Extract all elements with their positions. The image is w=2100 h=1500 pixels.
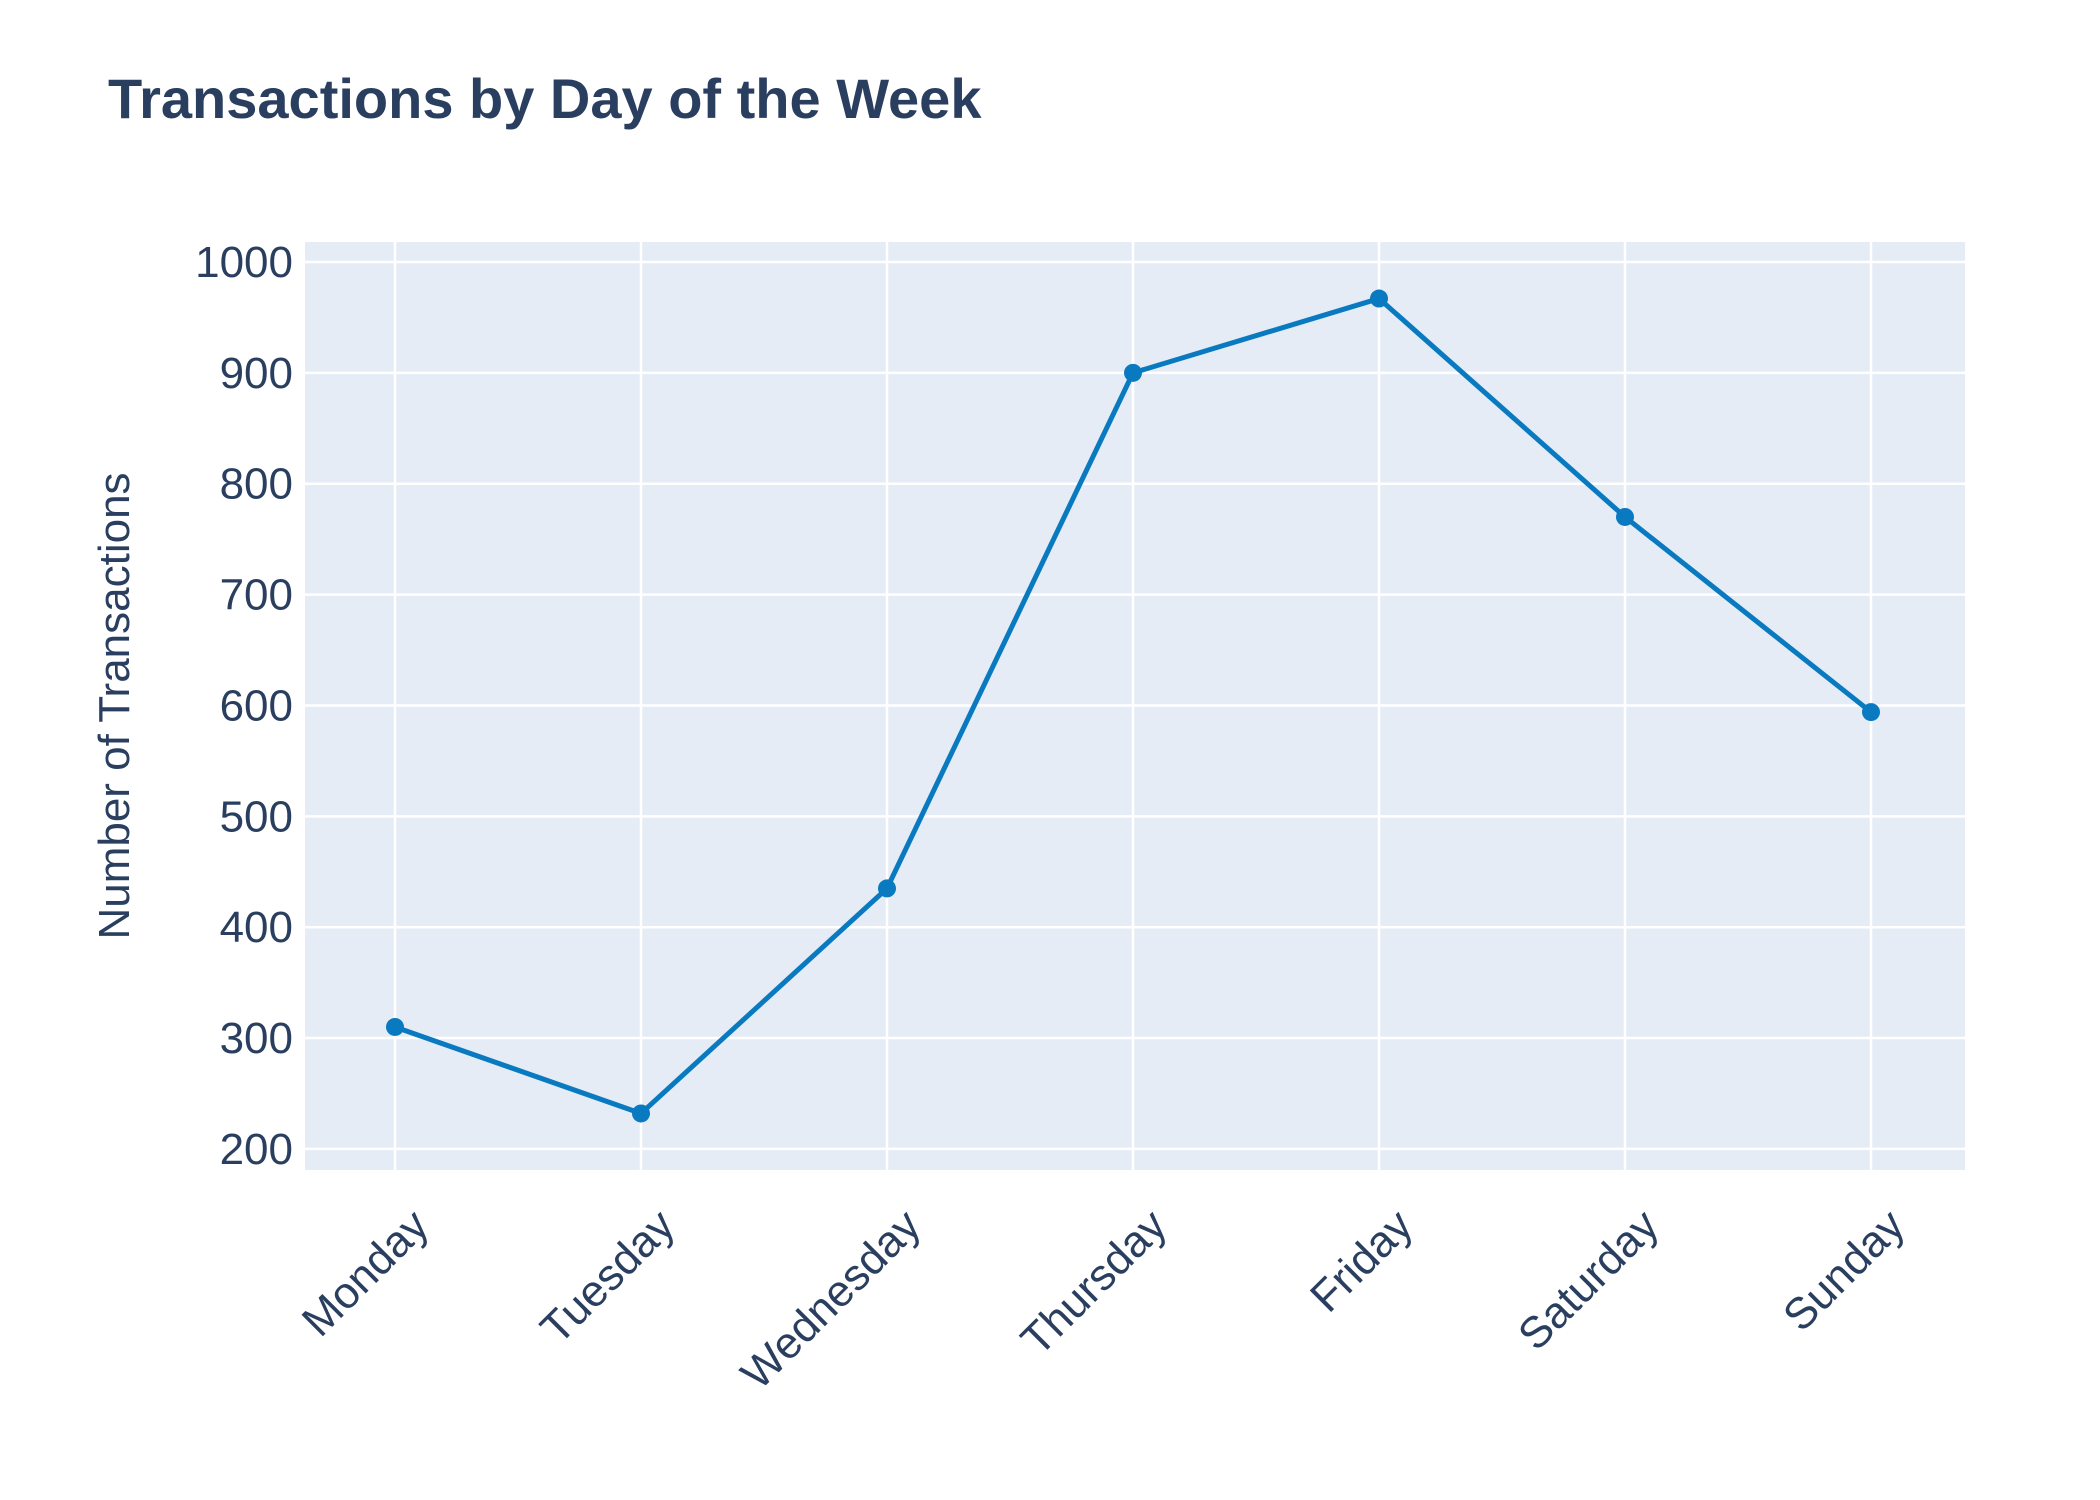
y-tick-label: 600 [220,681,293,730]
data-point [386,1017,404,1036]
y-axis-title: Number of Transactions [90,472,139,939]
data-point [1124,363,1142,382]
data-point [632,1104,650,1123]
series-line-group [386,289,1880,1123]
y-tick-label: 1000 [195,238,293,287]
y-tick-label: 900 [220,349,293,398]
chart-title: Transactions by Day of the Week [108,67,982,130]
y-tick-label: 500 [220,792,293,841]
y-tick-label: 700 [220,571,293,620]
data-point [1862,703,1880,722]
y-tick-label: 200 [220,1125,293,1174]
y-tick-labels: 200 300 400 500 600 700 800 900 1000 [195,238,293,1174]
y-tick-label: 800 [220,460,293,509]
y-gridlines [305,260,1965,1151]
data-point [1616,507,1634,526]
data-point [878,879,896,898]
y-tick-label: 300 [220,1014,293,1063]
data-point [1370,289,1388,308]
y-tick-label: 400 [220,903,293,952]
